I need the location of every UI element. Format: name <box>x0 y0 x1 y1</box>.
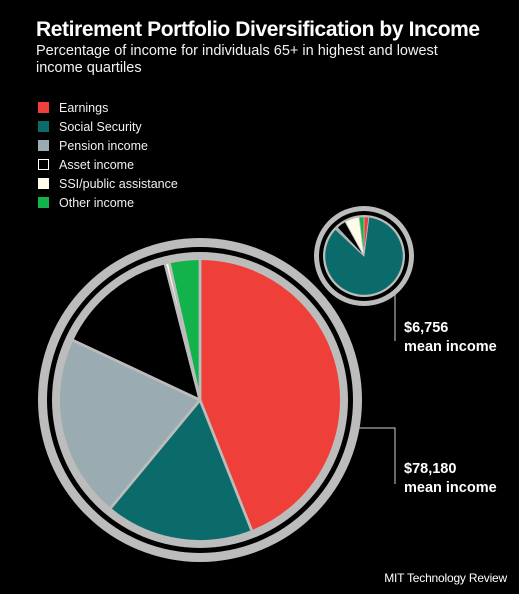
pie-large-income <box>38 238 362 562</box>
pie-small-income <box>314 206 414 306</box>
callout-small-text: mean income <box>404 339 497 355</box>
legend-swatch-social-security <box>38 121 49 132</box>
pie-large-slice-asset-income <box>70 261 202 402</box>
pie-large-slice-other-income <box>167 257 202 402</box>
callout-large-pie: $78,180 mean income <box>404 460 497 498</box>
legend-label-earnings: Earnings <box>59 100 109 115</box>
legend-item-other-income: Other income <box>38 193 178 212</box>
callout-large-amount: $78,180 <box>404 461 457 477</box>
pie-large-slice-earnings <box>198 257 343 533</box>
callout-connectors <box>356 281 396 484</box>
pie-large-slice-social-security <box>108 398 254 543</box>
legend-swatch-ssi-public-assistance <box>38 178 49 189</box>
legend-item-asset-income: Asset income <box>38 155 178 174</box>
legend-label-ssi-public-assistance: SSI/public assistance <box>59 176 178 191</box>
legend-swatch-earnings <box>38 102 49 113</box>
legend-label-other-income: Other income <box>59 195 135 210</box>
chart-title: Retirement Portfolio Diversification by … <box>36 18 480 41</box>
connector-large-pie <box>356 427 396 484</box>
legend-swatch-asset-income <box>38 159 49 170</box>
legend-item-pension-income: Pension income <box>38 136 178 155</box>
legend-label-social-security: Social Security <box>59 119 142 134</box>
callout-small-amount: $6,756 <box>404 320 449 336</box>
legend-item-social-security: Social Security <box>38 117 178 136</box>
legend-item-ssi-public-assistance: SSI/public assistance <box>38 174 178 193</box>
pie-small-slice-other-income <box>358 216 365 257</box>
callout-small-pie: $6,756 mean income <box>404 319 497 357</box>
pie-large-slice-pension-income <box>57 338 202 511</box>
callout-large-text: mean income <box>404 480 497 496</box>
legend-label-asset-income: Asset income <box>59 157 135 172</box>
legend-item-earnings: Earnings <box>38 98 178 117</box>
source-credit: MIT Technology Review <box>384 571 507 585</box>
legend-label-pension-income: Pension income <box>59 138 148 153</box>
legend-swatch-other-income <box>38 197 49 208</box>
chart-subtitle: Percentage of income for individuals 65+… <box>36 43 438 76</box>
legend: Earnings Social Security Pension income … <box>38 98 178 212</box>
legend-swatch-pension-income <box>38 140 49 151</box>
